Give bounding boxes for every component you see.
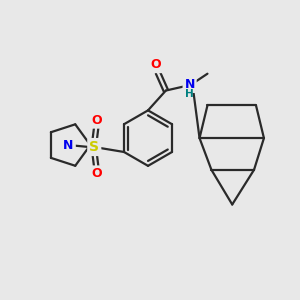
Text: O: O [91, 114, 102, 127]
Text: O: O [91, 167, 102, 180]
Text: N: N [63, 139, 74, 152]
Text: S: S [89, 140, 99, 154]
Text: H: H [185, 88, 194, 98]
Text: N: N [184, 78, 195, 91]
Text: O: O [151, 58, 161, 71]
Text: N: N [63, 139, 74, 152]
